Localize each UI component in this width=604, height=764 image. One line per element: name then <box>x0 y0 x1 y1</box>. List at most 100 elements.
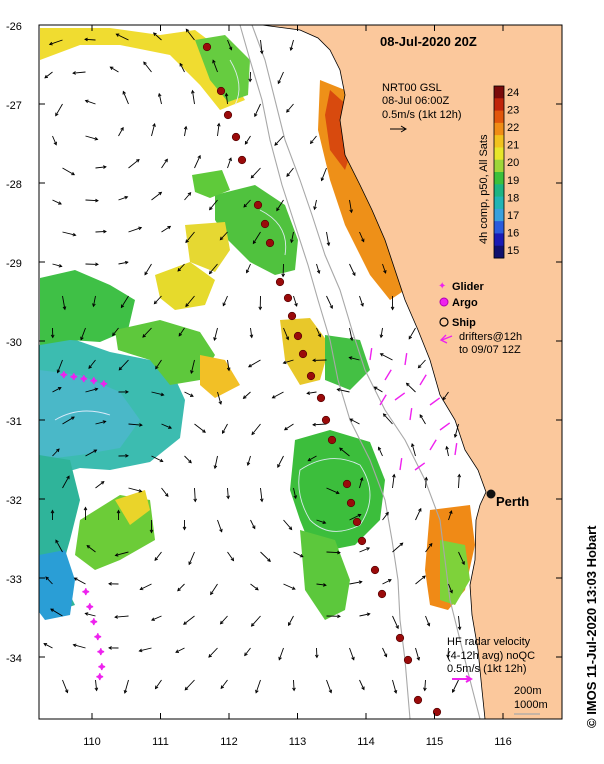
perth-marker <box>487 490 496 499</box>
ship-station <box>317 394 325 402</box>
ship-station <box>217 87 225 95</box>
lat-tick-label: -26 <box>6 21 22 33</box>
colorbar-tick-label: 19 <box>507 175 519 187</box>
legend-drifters-line1: drifters@12h <box>459 331 522 343</box>
lon-tick-label: 114 <box>357 736 375 748</box>
ship-station <box>294 332 302 340</box>
ship-station <box>414 696 422 704</box>
product-line3: 0.5m/s (1kt 12h) <box>382 109 461 121</box>
ship-station <box>343 480 351 488</box>
colorbar-tick-label: 22 <box>507 122 519 134</box>
ship-station <box>404 656 412 664</box>
ship-station <box>353 518 361 526</box>
lon-tick-label: 110 <box>83 736 101 748</box>
glider-position-icon: ✦ <box>90 617 98 627</box>
ship-station <box>371 566 379 574</box>
colorbar-segment <box>494 86 504 99</box>
sst-colorbar <box>494 86 504 259</box>
lat-tick-label: -29 <box>6 258 22 270</box>
isobath-label-1000m: 1000m <box>514 699 548 711</box>
colorbar-segment <box>494 221 504 234</box>
hf-radar-line1: HF radar velocity <box>447 636 531 648</box>
colorbar-tick-label: 15 <box>507 245 519 257</box>
colorbar-tick-label: 18 <box>507 192 519 204</box>
ship-station <box>203 43 211 51</box>
glider-position-icon: ✦ <box>98 662 106 672</box>
colorbar-tick-label: 20 <box>507 157 519 169</box>
legend-drifters-line2: to 09/07 12Z <box>459 344 521 356</box>
glider-position-icon: ✦ <box>97 647 105 657</box>
glider-position-icon: ✦ <box>100 379 108 389</box>
hf-radar-line2: (4-12h avg) noQC <box>447 650 535 662</box>
colorbar-segment <box>494 246 504 259</box>
colorbar-segment <box>494 209 504 222</box>
product-line1: NRT00 GSL <box>382 82 442 94</box>
lat-tick-label: -33 <box>6 574 22 586</box>
ship-station <box>299 350 307 358</box>
lon-tick-label: 111 <box>152 736 169 748</box>
colorbar-tick-label: 23 <box>507 105 519 117</box>
ship-station <box>328 436 336 444</box>
colorbar-segment <box>494 172 504 185</box>
colorbar-segment <box>494 197 504 210</box>
lat-tick-label: -30 <box>6 337 22 349</box>
ship-station <box>322 416 330 424</box>
glider-position-icon: ✦ <box>80 374 88 384</box>
lat-tick-label: -32 <box>6 495 22 507</box>
ship-station <box>232 133 240 141</box>
credit-text: © IMOS 11-Jul-2020 13:03 Hobart <box>584 526 599 729</box>
ship-station <box>378 590 386 598</box>
ship-station <box>238 156 246 164</box>
legend-glider: Glider <box>452 281 485 293</box>
hf-radar-line3: 0.5m/s (1kt 12h) <box>447 663 526 675</box>
colorbar-segment <box>494 160 504 173</box>
glider-icon: ✦ <box>438 281 446 292</box>
lat-tick-label: -28 <box>6 179 22 191</box>
ship-station <box>276 278 284 286</box>
ship-station <box>358 537 366 545</box>
colorbar-segment <box>494 184 504 197</box>
colorbar-tick-label: 21 <box>507 140 519 152</box>
lat-tick-label: -31 <box>6 416 22 428</box>
ship-station <box>224 111 232 119</box>
map-title: 08-Jul-2020 20Z <box>380 34 477 49</box>
legend-argo: Argo <box>452 297 478 309</box>
lon-tick-label: 116 <box>494 736 512 748</box>
lon-tick-label: 112 <box>220 736 238 748</box>
colorbar-tick-label: 24 <box>507 87 519 99</box>
product-line2: 08-Jul 06:00Z <box>382 95 450 107</box>
glider-position-icon: ✦ <box>70 372 78 382</box>
glider-position-icon: ✦ <box>96 672 104 682</box>
colorbar-tick-label: 17 <box>507 210 519 222</box>
ship-station <box>347 499 355 507</box>
colorbar-segment <box>494 111 504 124</box>
ship-station <box>284 294 292 302</box>
argo-icon <box>440 298 448 306</box>
ship-station <box>396 634 404 642</box>
colorbar-tick-label: 16 <box>507 227 519 239</box>
colorbar-segment <box>494 123 504 136</box>
lat-tick-label: -27 <box>6 100 22 112</box>
colorbar-segment <box>494 233 504 246</box>
lon-tick-label: 115 <box>426 736 444 748</box>
ship-station <box>307 372 315 380</box>
city-label-perth: Perth <box>496 494 529 509</box>
ship-station <box>261 220 269 228</box>
colorbar-segment <box>494 147 504 160</box>
lat-tick-label: -34 <box>6 653 22 665</box>
lon-tick-label: 113 <box>289 736 307 748</box>
isobath-label-200m: 200m <box>514 685 542 697</box>
colorbar-label: 4h comp, p50, All Sats <box>478 135 490 244</box>
glider-position-icon: ✦ <box>60 370 68 380</box>
glider-position-icon: ✦ <box>94 632 102 642</box>
glider-position-icon: ✦ <box>82 587 90 597</box>
glider-position-icon: ✦ <box>90 376 98 386</box>
ship-station <box>266 239 274 247</box>
glider-position-icon: ✦ <box>86 602 94 612</box>
ship-station <box>288 312 296 320</box>
colorbar-segment <box>494 135 504 148</box>
ship-station <box>254 201 262 209</box>
colorbar-segment <box>494 98 504 111</box>
